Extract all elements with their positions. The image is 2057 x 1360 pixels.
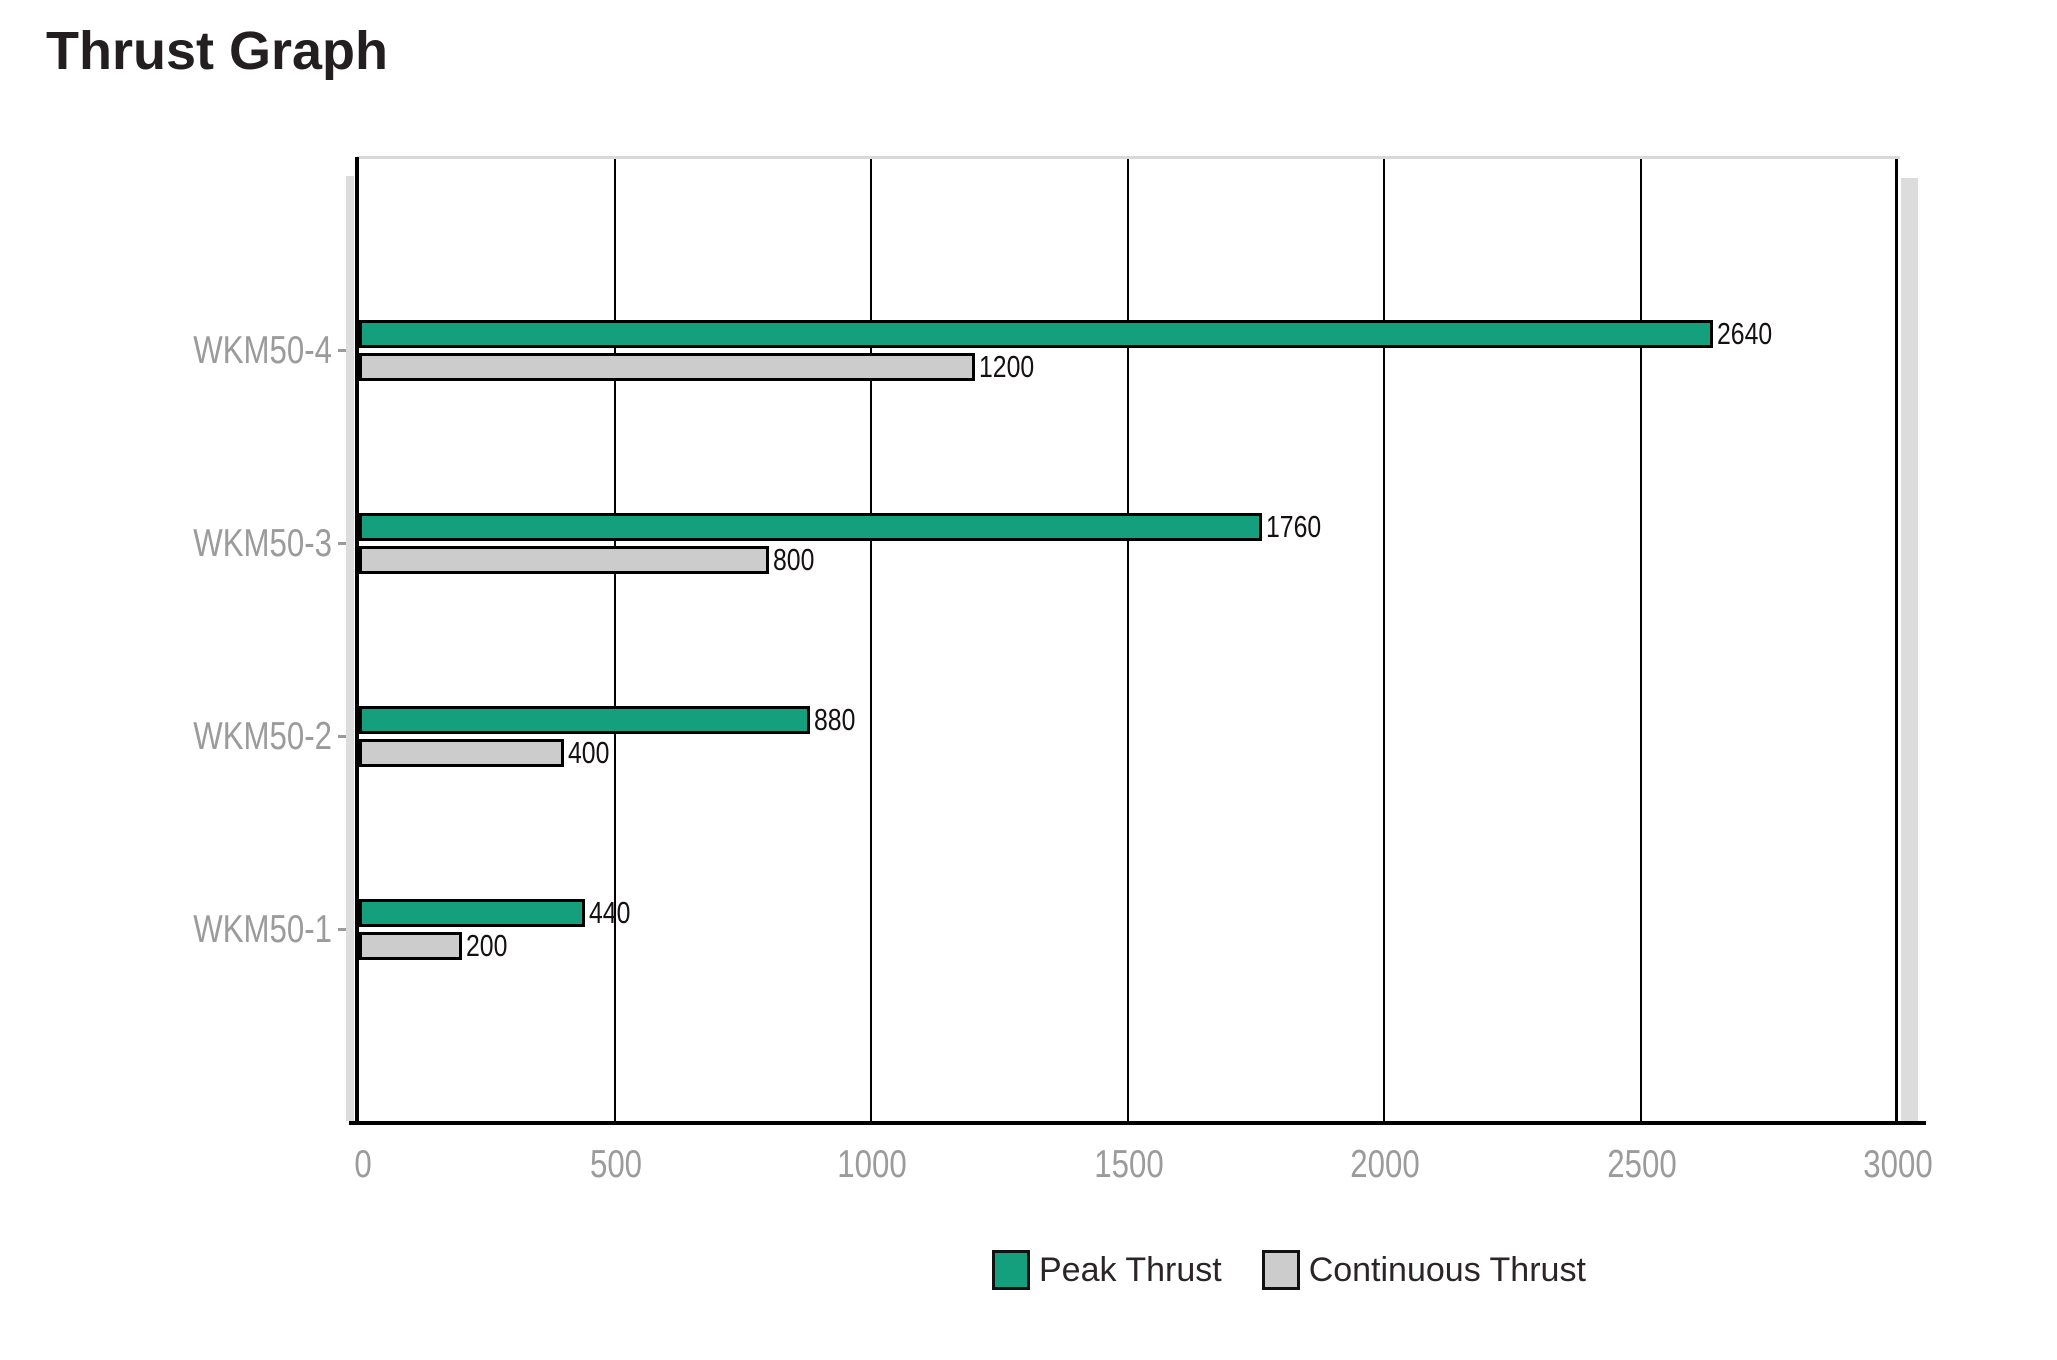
peak-thrust-bar-wkm50-4: [359, 320, 1714, 348]
gridline-3000: [1895, 159, 1898, 1121]
continuous-thrust-bar-wkm50-4: [359, 353, 975, 381]
bar-value-label: 800: [773, 542, 815, 577]
bar-value-label: 440: [588, 895, 631, 930]
legend-label: Peak Thrust: [1039, 1250, 1222, 1289]
bar-value-label: 2640: [1717, 316, 1773, 351]
category-label-wkm50-3: WKM50-3: [193, 522, 332, 565]
x-tick-label-0: 0: [354, 1143, 372, 1186]
y-axis-line: [355, 157, 359, 1124]
x-tick-label-3000: 3000: [1863, 1143, 1933, 1186]
peak-thrust-bar-wkm50-3: [359, 513, 1262, 541]
legend-label: Continuous Thrust: [1308, 1250, 1586, 1289]
continuous-thrust-bar-wkm50-3: [359, 546, 770, 574]
bar-value-label: 1760: [1265, 509, 1322, 544]
x-axis-line: [349, 1121, 1926, 1125]
gridline-1000: [870, 159, 872, 1121]
continuous-thrust-swatch: [1261, 1250, 1300, 1290]
peak-thrust-bar-wkm50-2: [359, 706, 811, 734]
bar-value-label: 400: [568, 735, 610, 770]
continuous-thrust-bar-wkm50-2: [359, 739, 565, 767]
peak-thrust-bar-wkm50-1: [359, 899, 585, 927]
bar-value-label: 200: [465, 928, 507, 963]
x-tick-label-1500: 1500: [1093, 1143, 1164, 1186]
x-tick-label-2500: 2500: [1606, 1143, 1677, 1186]
gridline-500: [613, 159, 616, 1121]
category-tick: [338, 928, 346, 931]
category-label-wkm50-1: WKM50-1: [193, 908, 332, 951]
legend: Peak Thrust Continuous Thrust: [992, 1250, 1586, 1290]
plot-shadow-left: [346, 176, 354, 1121]
plot-top-border: [357, 156, 1900, 159]
plot-shadow-right: [1901, 178, 1918, 1121]
gridline-1500: [1126, 159, 1129, 1121]
bar-value-label: 880: [814, 702, 856, 737]
category-label-wkm50-2: WKM50-2: [193, 715, 332, 758]
x-tick-label-500: 500: [589, 1143, 642, 1186]
category-tick: [338, 735, 346, 738]
x-tick-label-1000: 1000: [837, 1143, 907, 1186]
x-tick-label-2000: 2000: [1350, 1143, 1420, 1186]
legend-item-peak-thrust: Peak Thrust: [992, 1250, 1222, 1290]
legend-item-continuous-thrust: Continuous Thrust: [1261, 1250, 1586, 1290]
gridline-2000: [1383, 159, 1385, 1121]
category-tick: [338, 542, 346, 545]
continuous-thrust-bar-wkm50-1: [359, 932, 462, 960]
bar-value-label: 1200: [978, 349, 1034, 384]
category-tick: [338, 349, 346, 352]
chart-title: Thrust Graph: [46, 21, 389, 81]
peak-thrust-swatch: [992, 1250, 1030, 1290]
gridline-2500: [1639, 159, 1642, 1121]
category-label-wkm50-4: WKM50-4: [193, 329, 332, 372]
